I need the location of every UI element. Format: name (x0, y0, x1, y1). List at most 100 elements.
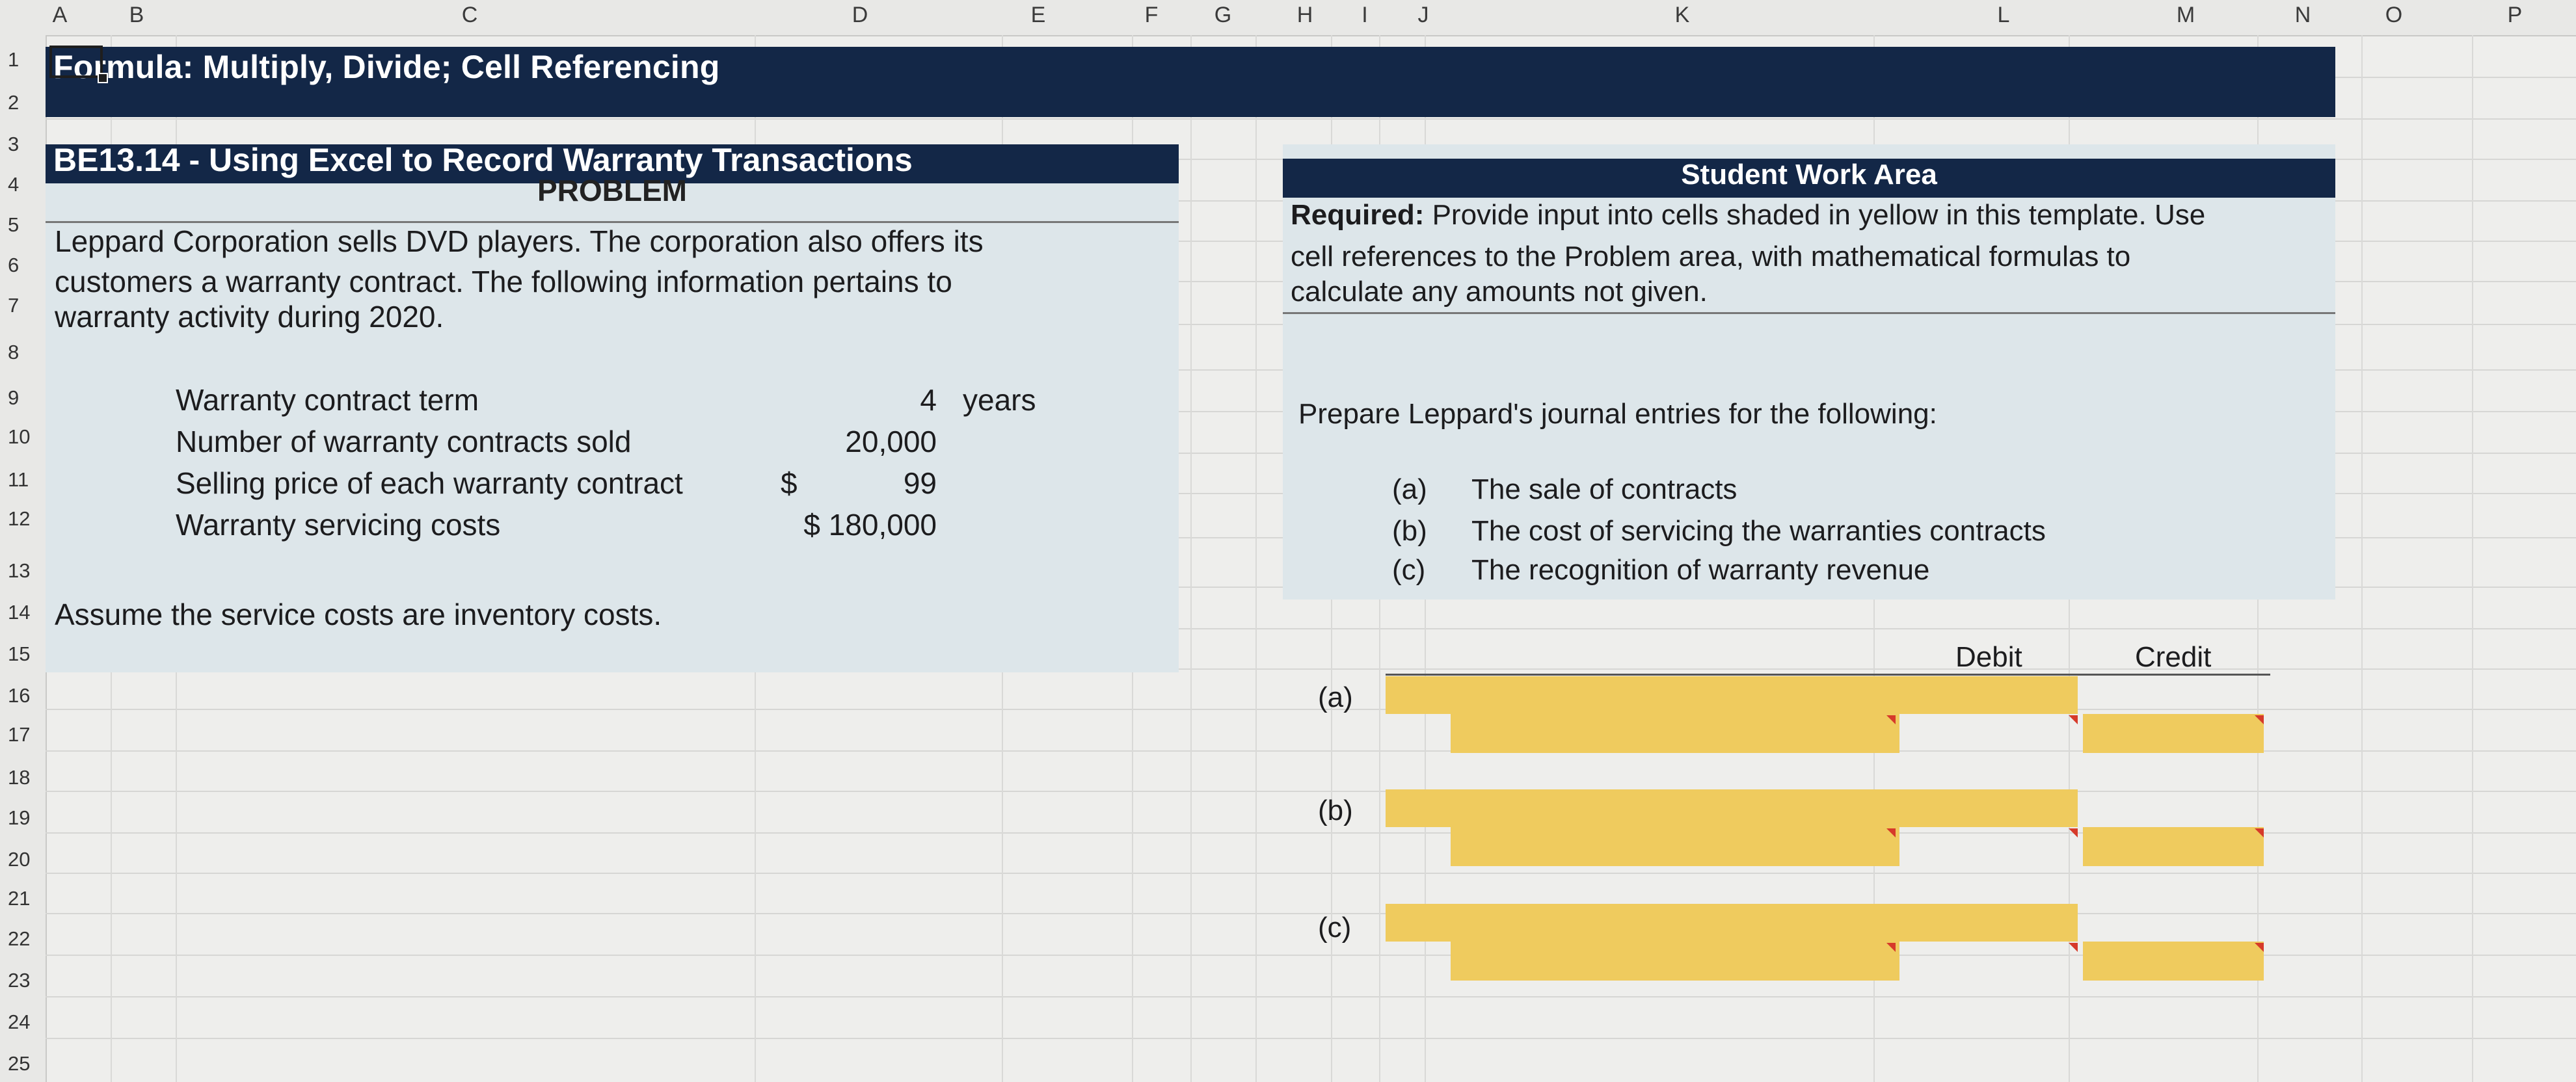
column-header-p[interactable]: P (2507, 3, 2523, 27)
row-header-22[interactable]: 22 (8, 927, 31, 950)
row-header-4[interactable]: 4 (8, 173, 20, 196)
row-header-23[interactable]: 23 (8, 969, 31, 992)
comment-indicator[interactable] (1886, 715, 1896, 724)
required-line-2: cell references to the Problem area, wit… (1291, 241, 2131, 272)
column-header-l[interactable]: L (1997, 3, 2010, 27)
column-header-o[interactable]: O (2385, 3, 2403, 27)
item-label-contracts-sold: Number of warranty contracts sold (176, 425, 632, 458)
column-header-k[interactable]: K (1674, 3, 1690, 27)
entry-b-credit-amount-input[interactable] (2083, 827, 2264, 866)
row-header-12[interactable]: 12 (8, 507, 31, 530)
entry-a-debit-amount-input[interactable] (1902, 676, 2078, 714)
required-line-3: calculate any amounts not given. (1291, 276, 1708, 308)
problem-divider (46, 221, 1179, 223)
row-header-bar: 1 2 3 4 5 6 7 8 9 10 11 12 13 14 15 16 1… (0, 35, 47, 1082)
row-header-17[interactable]: 17 (8, 723, 31, 746)
entry-a-label: (a) (1318, 681, 1353, 713)
required-label: Required: (1291, 199, 1425, 231)
row-header-24[interactable]: 24 (8, 1010, 31, 1033)
title-banner (46, 47, 2335, 117)
row-header-16[interactable]: 16 (8, 684, 31, 707)
column-header-g[interactable]: G (1214, 3, 1232, 27)
entry-b-credit-account-input[interactable] (1451, 827, 1899, 866)
item-value-contracts-sold: 20,000 (845, 425, 937, 458)
entry-a-credit-amount-input[interactable] (2083, 714, 2264, 753)
required-line-1: Required: Provide input into cells shade… (1291, 199, 2205, 231)
journal-prompt: Prepare Leppard's journal entries for th… (1298, 398, 1937, 430)
row-header-18[interactable]: 18 (8, 766, 31, 789)
required-text-1: Provide input into cells shaded in yello… (1424, 199, 2206, 231)
column-header-a[interactable]: A (52, 3, 68, 27)
row-header-2[interactable]: 2 (8, 91, 20, 114)
column-header-h[interactable]: H (1296, 3, 1313, 27)
debit-header: Debit (1955, 641, 2022, 673)
item-value-selling-price: 99 (903, 466, 937, 500)
entry-c-credit-amount-input[interactable] (2083, 942, 2264, 981)
part-a-letter: (a) (1392, 473, 1427, 505)
problem-intro-line-3: warranty activity during 2020. (55, 300, 444, 334)
item-value-servicing-costs: $ 180,000 (803, 508, 937, 542)
column-header-i[interactable]: I (1362, 3, 1368, 27)
comment-indicator[interactable] (1886, 828, 1896, 838)
student-work-area-divider (1283, 312, 2335, 314)
column-header-m[interactable]: M (2176, 3, 2195, 27)
row-header-21[interactable]: 21 (8, 887, 31, 910)
comment-indicator[interactable] (2255, 943, 2264, 952)
column-header-bar: A B C D E F G H I J K L M N O P (0, 0, 2576, 36)
comment-indicator[interactable] (2069, 943, 2078, 952)
row-header-25[interactable]: 25 (8, 1052, 31, 1075)
row-header-19[interactable]: 19 (8, 806, 31, 829)
entry-a-credit-account-input[interactable] (1451, 714, 1899, 753)
problem-intro-line-1: Leppard Corporation sells DVD players. T… (55, 224, 984, 258)
part-a-text: The sale of contracts (1471, 473, 1737, 505)
row-header-9[interactable]: 9 (8, 386, 20, 409)
column-header-b[interactable]: B (129, 3, 144, 27)
row-header-6[interactable]: 6 (8, 254, 20, 276)
student-work-area-panel (1283, 144, 2335, 600)
problem-heading-bar (46, 144, 1179, 183)
row-header-15[interactable]: 15 (8, 642, 31, 665)
column-header-e[interactable]: E (1030, 3, 1046, 27)
part-b-text: The cost of servicing the warranties con… (1471, 515, 2046, 547)
problem-panel (46, 144, 1179, 672)
comment-indicator[interactable] (2069, 715, 2078, 724)
column-header-n[interactable]: N (2294, 3, 2311, 27)
row-header-14[interactable]: 14 (8, 601, 31, 624)
entry-c-credit-account-input[interactable] (1451, 942, 1899, 981)
problem-intro-line-2: customers a warranty contract. The follo… (55, 265, 952, 298)
item-currency-selling-price: $ (781, 466, 798, 500)
active-cell-a1[interactable] (49, 46, 103, 78)
entry-c-debit-amount-input[interactable] (1902, 904, 2078, 942)
row-header-5[interactable]: 5 (8, 213, 20, 236)
row-header-7[interactable]: 7 (8, 294, 20, 317)
column-header-j[interactable]: J (1417, 3, 1429, 27)
fill-handle[interactable] (98, 73, 108, 83)
part-c-letter: (c) (1392, 554, 1426, 586)
sheet-title: Formula: Multiply, Divide; Cell Referenc… (53, 49, 720, 85)
row-header-1[interactable]: 1 (8, 48, 20, 71)
column-header-d[interactable]: D (852, 3, 868, 27)
comment-indicator[interactable] (2069, 828, 2078, 838)
row-header-20[interactable]: 20 (8, 848, 31, 871)
column-header-c[interactable]: C (461, 3, 478, 27)
item-unit-term: years (963, 383, 1036, 417)
part-b-letter: (b) (1392, 515, 1427, 547)
item-label-servicing-costs: Warranty servicing costs (176, 508, 501, 542)
item-label-term: Warranty contract term (176, 383, 479, 417)
entry-b-label: (b) (1318, 795, 1353, 826)
row-header-8[interactable]: 8 (8, 341, 20, 363)
comment-indicator[interactable] (2255, 828, 2264, 838)
row-header-11[interactable]: 11 (8, 468, 29, 491)
part-c-text: The recognition of warranty revenue (1471, 554, 1930, 586)
entry-b-debit-amount-input[interactable] (1902, 789, 2078, 827)
student-work-area-heading: Student Work Area (1681, 159, 1937, 191)
row-header-3[interactable]: 3 (8, 133, 20, 155)
column-header-f[interactable]: F (1144, 3, 1159, 27)
problem-note: Assume the service costs are inventory c… (55, 598, 662, 631)
problem-label: PROBLEM (537, 174, 687, 207)
item-label-selling-price: Selling price of each warranty contract (176, 466, 683, 500)
row-header-10[interactable]: 10 (8, 425, 31, 448)
comment-indicator[interactable] (1886, 943, 1896, 952)
comment-indicator[interactable] (2255, 715, 2264, 724)
row-header-13[interactable]: 13 (8, 559, 31, 582)
